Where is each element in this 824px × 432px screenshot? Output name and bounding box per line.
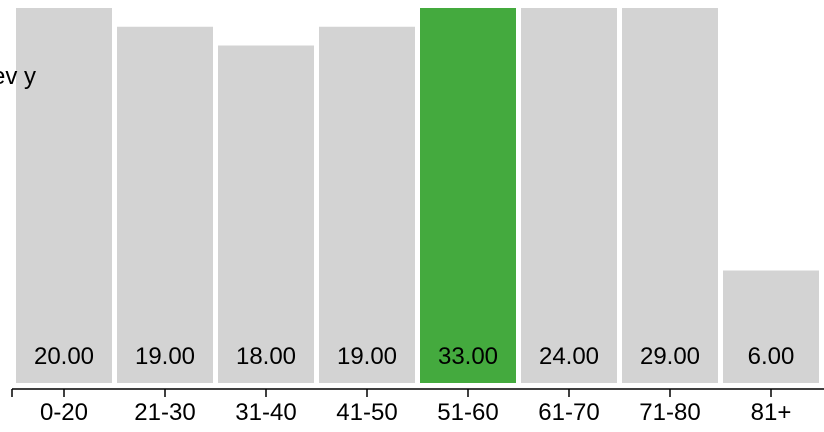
x-tick-label: 61-70 (538, 399, 599, 426)
x-tick-label: 71-80 (639, 399, 700, 426)
bar-81+ (723, 270, 819, 383)
bar-71-80 (622, 8, 718, 383)
bar-value-label: 19.00 (135, 343, 195, 370)
x-tick-label: 41-50 (336, 399, 397, 426)
bar-value-label: 19.00 (337, 343, 397, 370)
bar-value-label: 6.00 (748, 343, 795, 370)
bar-21-30 (117, 26, 213, 383)
x-tick-label: 0-20 (40, 399, 88, 426)
partial-overlay-text: ev y (0, 63, 36, 90)
x-tick-label: 51-60 (437, 399, 498, 426)
bar-value-label: 20.00 (34, 343, 94, 370)
x-axis (11, 388, 824, 397)
x-tick-label: 31-40 (235, 399, 296, 426)
bar-41-50 (319, 26, 415, 383)
bar-31-40 (218, 45, 314, 383)
bar-value-label: 29.00 (640, 343, 700, 370)
bar-61-70 (521, 8, 617, 383)
bar-value-label: 33.00 (438, 343, 498, 370)
bar-51-60 (420, 8, 516, 383)
bars-group (16, 8, 819, 383)
x-tick-labels-group: 0-20 21-30 31-40 41-50 51-60 61-70 71-80 81+ (40, 399, 791, 426)
x-tick-label: 21-30 (134, 399, 195, 426)
bar-value-label: 18.00 (236, 343, 296, 370)
value-labels-group: 20.00 19.00 18.00 19.00 33.00 24.00 29.00 6.00 (34, 343, 794, 370)
bar-0-20 (16, 8, 112, 383)
bar-value-label: 24.00 (539, 343, 599, 370)
x-tick-label: 81+ (751, 399, 792, 426)
